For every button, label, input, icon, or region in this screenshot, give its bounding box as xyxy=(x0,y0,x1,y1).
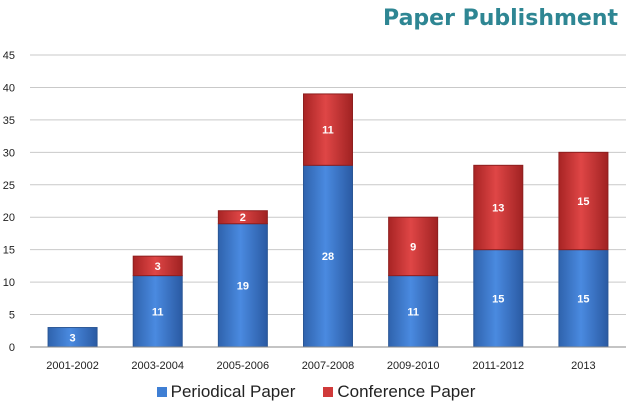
x-tick-label: 2005-2006 xyxy=(217,360,270,372)
x-tick-label: 2003-2004 xyxy=(131,360,184,372)
x-tick-label: 2001-2002 xyxy=(46,360,99,372)
bar-value-label: 3 xyxy=(155,261,161,273)
bar-value-label: 13 xyxy=(492,202,504,214)
chart-title: Paper Publishment xyxy=(383,6,618,31)
x-tick-label: 2011-2012 xyxy=(472,360,524,372)
bar-value-label: 3 xyxy=(70,332,76,344)
y-tick-label: 10 xyxy=(3,277,15,289)
legend-label-conference: Conference Paper xyxy=(337,382,476,401)
y-tick-label: 15 xyxy=(3,245,15,257)
legend-label-periodical: Periodical Paper xyxy=(170,382,296,401)
legend-item-periodical: Periodical Paper xyxy=(156,382,296,402)
bar-value-label: 2 xyxy=(240,212,246,224)
bar-value-label: 28 xyxy=(322,251,334,263)
bar-chart: 3 11 3 19 2 28 11 11 9 15 13 15 15 0 5 10 15 20 25 30 35 40 4… xyxy=(3,50,626,372)
bar-value-label: 15 xyxy=(577,196,589,208)
bar-conference xyxy=(132,255,183,277)
bar-conference xyxy=(473,164,524,251)
y-tick-label: 0 xyxy=(9,342,15,354)
bar-conference xyxy=(303,93,353,166)
x-tick-label: 2007-2008 xyxy=(302,360,355,372)
bar-periodical xyxy=(132,275,183,348)
y-tick-label: 30 xyxy=(3,147,15,159)
x-tick-label: 2013 xyxy=(571,360,595,372)
bar-value-label: 11 xyxy=(407,306,419,318)
bar-value-label: 9 xyxy=(410,241,416,253)
bar-value-label: 15 xyxy=(492,293,504,305)
y-tick-label: 40 xyxy=(3,82,15,94)
y-tick-label: 45 xyxy=(3,50,15,62)
bar-value-label: 11 xyxy=(152,306,164,318)
bar-value-label: 15 xyxy=(577,293,589,305)
bar-periodical xyxy=(558,249,609,348)
bar-periodical xyxy=(388,275,439,348)
legend-swatch-periodical xyxy=(156,387,167,397)
legend-item-conference: Conference Paper xyxy=(323,382,475,402)
y-tick-label: 35 xyxy=(3,115,15,127)
bar-periodical xyxy=(473,249,524,348)
legend-swatch-conference xyxy=(323,387,334,397)
bar-value-label: 11 xyxy=(322,125,334,137)
bar-value-label: 19 xyxy=(237,280,249,292)
y-tick-label: 20 xyxy=(3,212,15,224)
legend: Periodical Paper Conference Paper xyxy=(0,382,632,402)
bar-conference xyxy=(558,151,609,251)
bar-conference xyxy=(388,216,439,277)
x-tick-label: 2009-2010 xyxy=(387,360,440,372)
y-tick-label: 5 xyxy=(9,310,15,322)
bar-conference xyxy=(217,210,268,225)
y-tick-label: 25 xyxy=(3,180,15,192)
